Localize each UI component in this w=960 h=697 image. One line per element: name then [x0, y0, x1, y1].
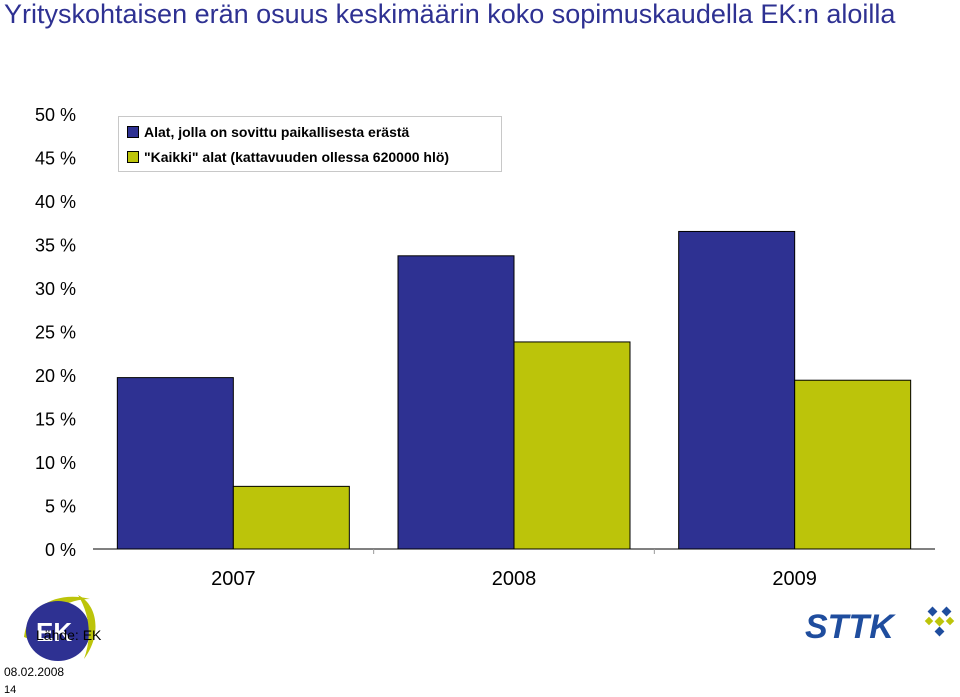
x-axis-ticks	[373, 549, 655, 554]
y-tick-label: 15 %	[35, 410, 76, 430]
y-tick-label: 45 %	[35, 149, 76, 169]
y-tick-label: 40 %	[35, 192, 76, 212]
bar-series-2-2007	[232, 485, 350, 550]
ek-logo-text: EK	[36, 617, 72, 647]
y-tick-label: 5 %	[45, 497, 76, 517]
legend-swatch-series-1	[127, 126, 139, 138]
sttk-logo-text: STTK	[805, 608, 896, 646]
bar-series-2-2008	[513, 341, 631, 550]
legend-swatch-series-2	[127, 151, 139, 163]
bars	[116, 230, 912, 550]
y-tick-label: 25 %	[35, 323, 76, 343]
y-tick-label: 10 %	[35, 453, 76, 473]
x-category-label: 2008	[492, 568, 537, 590]
source-note: Lähde: EK	[36, 627, 102, 643]
chart-legend: Alat, jolla on sovittu paikallisesta erä…	[118, 116, 502, 172]
legend-item-series-1: Alat, jolla on sovittu paikallisesta erä…	[127, 122, 409, 142]
legend-label-series-1: Alat, jolla on sovittu paikallisesta erä…	[144, 124, 410, 140]
legend-label-series-2: "Kaikki" alat (kattavuuden ollessa 62000…	[144, 149, 450, 165]
y-tick-label: 50 %	[35, 105, 76, 125]
x-category-label: 2007	[211, 568, 256, 590]
y-tick-label: 35 %	[35, 236, 76, 256]
page-number: 14	[4, 684, 17, 696]
y-tick-label: 0 %	[45, 540, 76, 560]
sttk-logo-icon: STTK	[805, 606, 955, 646]
bar-series-1-2007	[116, 377, 234, 550]
ek-logo-icon: EK	[24, 595, 96, 661]
x-category-label: 2009	[772, 568, 817, 590]
y-axis-ticks: 0 % 5 % 10 % 15 % 20 % 25 % 30 % 35 % 40 % 45 % 50…	[35, 105, 76, 560]
bar-series-1-2009	[678, 230, 796, 550]
x-axis-labels: 2007 2008 2009	[211, 568, 817, 590]
date-footer: 08.02.2008	[4, 665, 65, 679]
bar-series-1-2008	[397, 255, 515, 550]
bar-series-2-2009	[794, 379, 912, 550]
page-title: Yrityskohtaisen erän osuus keskimäärin k…	[4, 0, 896, 29]
y-tick-label: 30 %	[35, 279, 76, 299]
y-tick-label: 20 %	[35, 366, 76, 386]
legend-item-series-2: "Kaikki" alat (kattavuuden ollessa 62000…	[127, 147, 449, 167]
